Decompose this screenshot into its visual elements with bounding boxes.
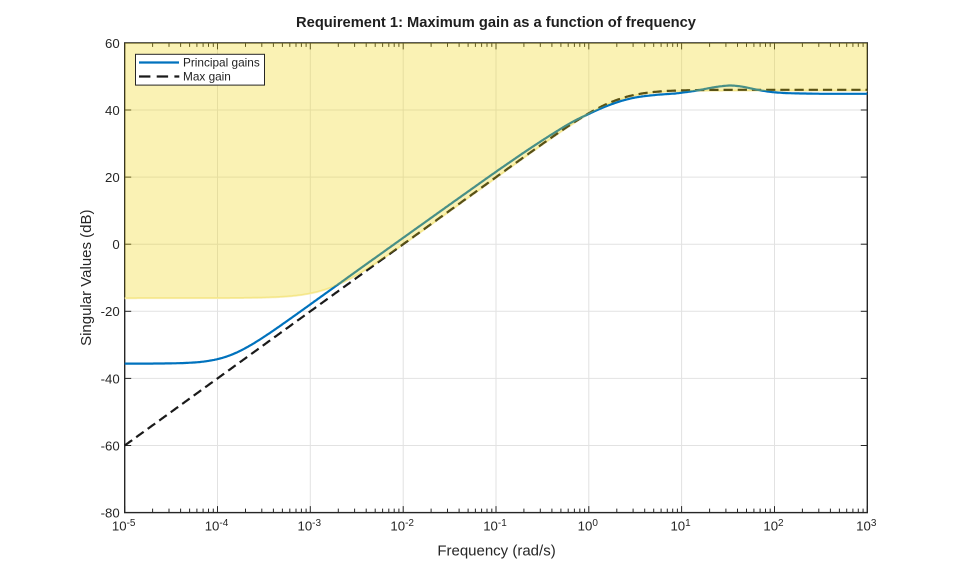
svg-text:60: 60 bbox=[105, 36, 120, 51]
svg-text:-60: -60 bbox=[101, 438, 120, 453]
svg-text:-40: -40 bbox=[101, 371, 120, 386]
svg-text:40: 40 bbox=[105, 103, 120, 118]
svg-text:Max gain: Max gain bbox=[183, 70, 231, 84]
svg-text:Principal gains: Principal gains bbox=[183, 56, 260, 70]
svg-text:0: 0 bbox=[112, 237, 119, 252]
svg-text:Frequency (rad/s): Frequency (rad/s) bbox=[437, 543, 555, 560]
svg-text:-20: -20 bbox=[101, 304, 120, 319]
svg-text:20: 20 bbox=[105, 170, 120, 185]
svg-text:-80: -80 bbox=[101, 506, 120, 521]
svg-text:Singular Values (dB): Singular Values (dB) bbox=[78, 209, 95, 345]
svg-text:Requirement 1: Maximum gain as: Requirement 1: Maximum gain as a functio… bbox=[296, 15, 697, 31]
